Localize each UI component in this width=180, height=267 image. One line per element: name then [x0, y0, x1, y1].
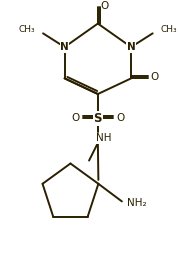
Text: N: N: [127, 42, 136, 52]
Text: S: S: [94, 112, 102, 125]
Text: NH: NH: [96, 133, 111, 143]
Text: CH₃: CH₃: [19, 25, 35, 34]
Text: O: O: [116, 112, 125, 123]
Text: N: N: [60, 42, 69, 52]
Text: CH₃: CH₃: [161, 25, 177, 34]
Text: O: O: [71, 112, 80, 123]
Text: O: O: [101, 1, 109, 11]
Text: NH₂: NH₂: [127, 198, 146, 208]
Text: O: O: [150, 72, 159, 83]
